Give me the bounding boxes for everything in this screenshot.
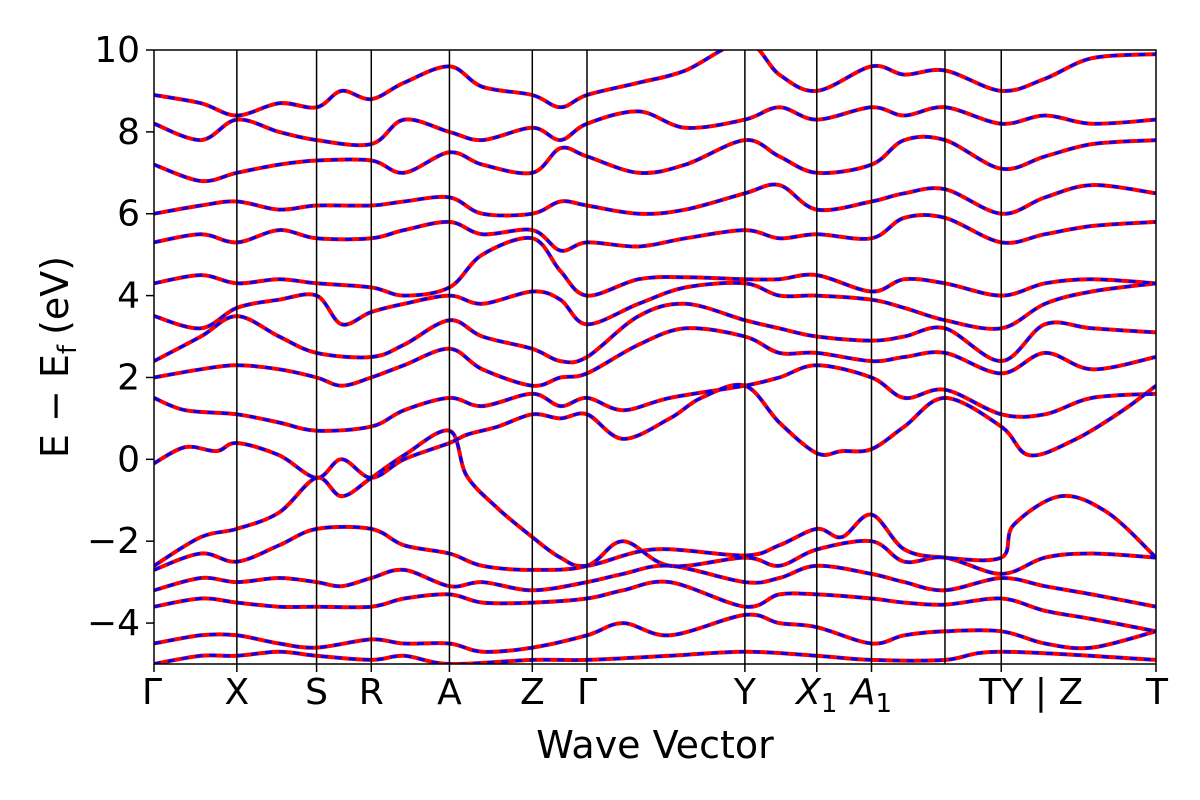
x-tick-label: A1 xyxy=(849,672,892,719)
x-tick-label: T xyxy=(1145,672,1169,713)
y-axis-title-sub: f xyxy=(53,344,83,354)
band-solid-4 xyxy=(154,301,1156,365)
band-dashed-0 xyxy=(154,428,1156,568)
band-dashed-9 xyxy=(154,135,1156,183)
band-dashed-7 xyxy=(154,213,1156,253)
x-tick-label: R xyxy=(359,672,384,713)
band-solid-0 xyxy=(154,428,1156,569)
y-tick-label: −4 xyxy=(87,603,140,644)
x-tick-label: X1 xyxy=(794,672,837,719)
x-axis-title: Wave Vector xyxy=(536,723,774,767)
y-tick-label: −2 xyxy=(87,521,140,562)
y-tick-label: 6 xyxy=(117,194,140,235)
x-tick-label: X xyxy=(225,672,250,713)
band-solid-5 xyxy=(154,280,1156,331)
band-dashed-1 xyxy=(154,383,1156,480)
band-solid-9 xyxy=(154,134,1156,184)
band-dashed-8 xyxy=(154,183,1156,218)
y-tick-label: 2 xyxy=(117,357,140,398)
band-dashed-15 xyxy=(154,613,1156,654)
band-dashed-13 xyxy=(154,564,1156,609)
band-solid-14 xyxy=(154,579,1156,634)
band-solid-2 xyxy=(154,363,1156,433)
y-tick-label: 8 xyxy=(117,112,140,153)
x-tick-label: TY | Z xyxy=(978,672,1083,713)
band-dashed-6 xyxy=(154,236,1156,298)
plot-frame xyxy=(153,49,1157,665)
band-solid-10 xyxy=(154,105,1156,148)
x-tick-label: A xyxy=(437,672,462,713)
x-tick-label: Y xyxy=(733,672,757,713)
y-tick-label: 4 xyxy=(117,276,140,317)
x-tick-label: S xyxy=(305,672,328,713)
band-dashed-11 xyxy=(154,50,1156,117)
x-tick-label: Z xyxy=(520,672,545,713)
high-symmetry-lines xyxy=(236,50,1002,664)
y-axis-title-unit: (eV) xyxy=(33,256,77,335)
band-dashed-12 xyxy=(154,525,1156,576)
band-dashed-16 xyxy=(154,650,1156,664)
x-tick-label: Γ xyxy=(577,672,597,713)
band-solid-3 xyxy=(154,326,1156,388)
band-solid-6 xyxy=(154,235,1156,298)
y-axis-ticks: −4 −2 0 2 4 6 8 10 xyxy=(87,30,154,644)
x-tick-label: Γ xyxy=(142,672,162,713)
band-dashed-5 xyxy=(154,281,1156,331)
y-tick-label: 0 xyxy=(117,439,140,480)
band-dashed-10 xyxy=(154,105,1156,147)
band-dashed-4 xyxy=(154,302,1156,364)
y-axis-title: E − Ef (eV) xyxy=(33,256,83,458)
y-axis-title-main: E − E xyxy=(33,354,77,458)
bands-layer xyxy=(154,50,1156,664)
band-solid-16 xyxy=(154,649,1156,664)
y-tick-label: 10 xyxy=(94,30,140,71)
band-solid-8 xyxy=(154,182,1156,218)
